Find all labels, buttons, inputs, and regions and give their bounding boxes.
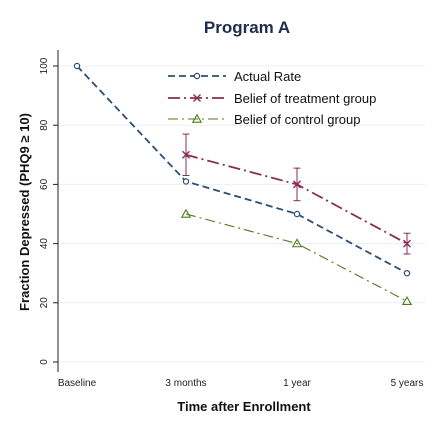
marker-stroke: [293, 180, 301, 189]
data-point: [182, 178, 190, 185]
data-point: [293, 210, 301, 218]
data-point: [401, 296, 413, 306]
y-tick-label: 60: [39, 178, 50, 190]
legend-label-control: Belief of control group: [234, 112, 360, 127]
x-tick-label: 3 months: [165, 378, 206, 389]
series-line: [185, 213, 408, 302]
data-point: [73, 62, 81, 70]
x-axis: Baseline 3 months 1 year 5 years: [58, 378, 424, 389]
legend-item-control: [168, 113, 226, 123]
legend-swatch-marker: [193, 94, 201, 102]
y-axis-title: Fraction Depressed (PHQ9 ≥ 10): [17, 113, 32, 311]
y-tick-label: 20: [39, 297, 50, 309]
series-0: [73, 62, 411, 277]
legend: Actual Rate Belief of treatment group Be…: [168, 69, 376, 127]
series-line: [76, 65, 408, 274]
legend-swatch-marker: [193, 72, 201, 80]
data-point: [180, 208, 192, 218]
chart-title: Program A: [204, 18, 290, 37]
data-point: [291, 238, 303, 248]
grid: [58, 65, 425, 363]
legend-swatch-marker: [191, 113, 203, 123]
series-2: [180, 208, 413, 306]
marker-stroke: [193, 94, 201, 102]
x-tick-label: Baseline: [58, 378, 97, 389]
series-1: [182, 133, 411, 255]
x-tick-label: 5 years: [391, 378, 424, 389]
y-axis: 0 20 40 60 80 100: [39, 50, 59, 372]
data-point: [403, 270, 411, 277]
marker-stroke: [403, 239, 411, 248]
y-tick-label: 80: [39, 119, 50, 131]
legend-item-treatment: [168, 94, 226, 102]
legend-item-actual-rate: [168, 72, 226, 80]
series-group: [73, 62, 413, 306]
legend-label-treatment: Belief of treatment group: [234, 91, 376, 106]
data-point: [293, 180, 301, 189]
marker-stroke: [182, 150, 190, 159]
data-point: [403, 239, 411, 248]
data-point: [182, 150, 190, 159]
x-tick-label: 1 year: [283, 378, 311, 389]
x-axis-title: Time after Enrollment: [177, 399, 311, 414]
legend-label-actual-rate: Actual Rate: [234, 69, 301, 84]
y-tick-label: 40: [39, 238, 50, 250]
y-tick-label: 0: [39, 359, 50, 365]
y-tick-label: 100: [39, 57, 50, 74]
